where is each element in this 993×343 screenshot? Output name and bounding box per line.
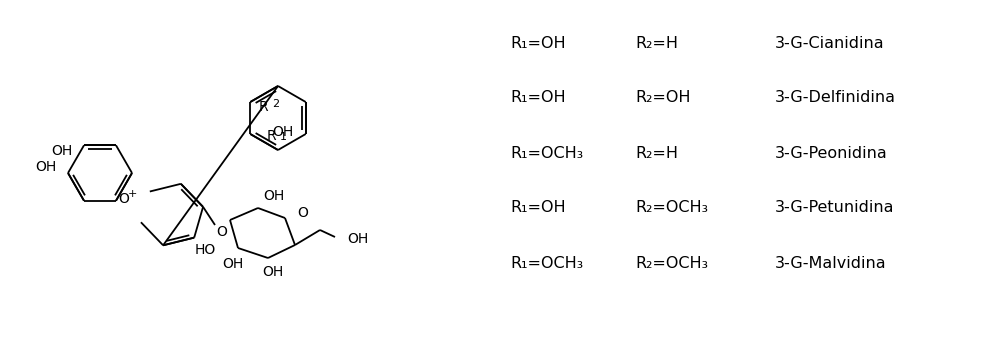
Text: R: R (258, 100, 268, 114)
Text: R: R (266, 129, 276, 143)
Text: R₁=OH: R₁=OH (510, 35, 566, 50)
Text: OH: OH (36, 160, 57, 174)
Text: OH: OH (272, 125, 294, 139)
Text: O: O (297, 206, 308, 220)
Text: R₂=OCH₃: R₂=OCH₃ (635, 256, 708, 271)
Text: R₂=OH: R₂=OH (635, 91, 690, 106)
Text: OH: OH (347, 232, 368, 246)
Text: +: + (128, 189, 137, 199)
Text: R₂=H: R₂=H (635, 145, 678, 161)
Text: 3-G-Petunidina: 3-G-Petunidina (775, 201, 895, 215)
Text: R₂=OCH₃: R₂=OCH₃ (635, 201, 708, 215)
Text: R₁=OH: R₁=OH (510, 201, 566, 215)
Text: 3-G-Malvidina: 3-G-Malvidina (775, 256, 887, 271)
Text: O: O (118, 192, 129, 206)
Text: 3-G-Delfinidina: 3-G-Delfinidina (775, 91, 896, 106)
Text: OH: OH (222, 257, 243, 271)
Text: 2: 2 (272, 99, 279, 109)
Text: OH: OH (262, 265, 284, 279)
Text: R₁=OCH₃: R₁=OCH₃ (510, 145, 583, 161)
Text: HO: HO (195, 243, 216, 257)
Text: R₁=OH: R₁=OH (510, 91, 566, 106)
Text: OH: OH (52, 144, 72, 158)
Text: R₂=H: R₂=H (635, 35, 678, 50)
Text: R₁=OCH₃: R₁=OCH₃ (510, 256, 583, 271)
Text: 3-G-Peonidina: 3-G-Peonidina (775, 145, 888, 161)
Text: 3-G-Cianidina: 3-G-Cianidina (775, 35, 885, 50)
Text: 1: 1 (280, 132, 287, 142)
Text: OH: OH (263, 189, 284, 203)
Text: O: O (216, 225, 227, 239)
